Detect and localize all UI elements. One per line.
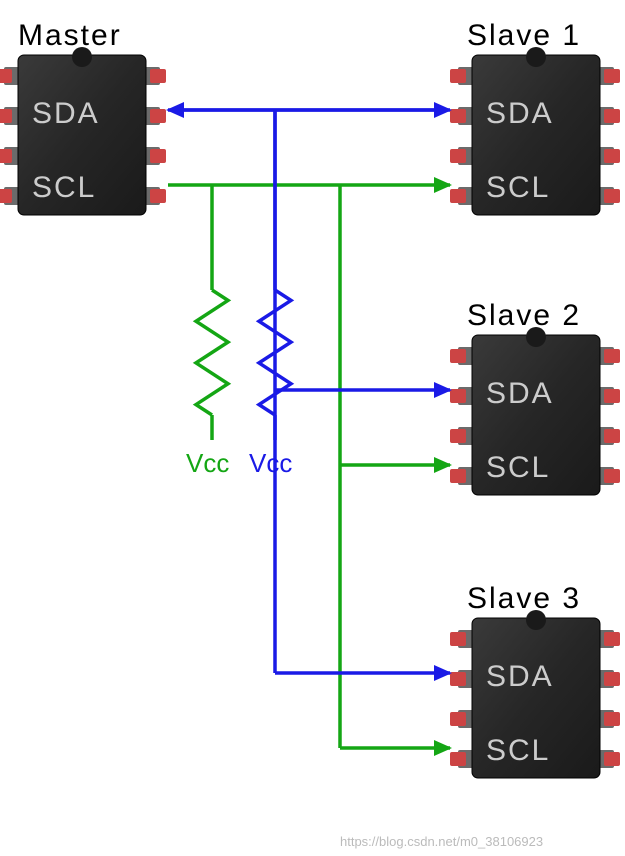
chip-scl-label: SCL <box>486 451 550 484</box>
chip-title-slave1: Slave 1 <box>467 19 581 52</box>
chip-title-slave2: Slave 2 <box>467 299 581 332</box>
chip-slave3: SDA SCL <box>450 610 620 778</box>
chip-sda-label: SDA <box>486 660 554 693</box>
chip-slave2: SDA SCL <box>450 327 620 495</box>
chip-sda-label: SDA <box>486 377 554 410</box>
sda-vcc-label: Vcc <box>249 448 292 478</box>
chip-slave1: SDA SCL <box>450 47 620 215</box>
watermark: https://blog.csdn.net/m0_38106923 <box>340 834 543 849</box>
scl-vcc-label: Vcc <box>186 448 229 478</box>
chip-scl-label: SCL <box>486 171 550 204</box>
chip-sda-label: SDA <box>486 97 554 130</box>
chip-scl-label: SCL <box>32 171 96 204</box>
chip-title-master: Master <box>18 19 122 52</box>
chip-title-slave3: Slave 3 <box>467 582 581 615</box>
chip-master: SDA SCL <box>0 47 166 215</box>
chip-sda-label: SDA <box>32 97 100 130</box>
chip-scl-label: SCL <box>486 734 550 767</box>
